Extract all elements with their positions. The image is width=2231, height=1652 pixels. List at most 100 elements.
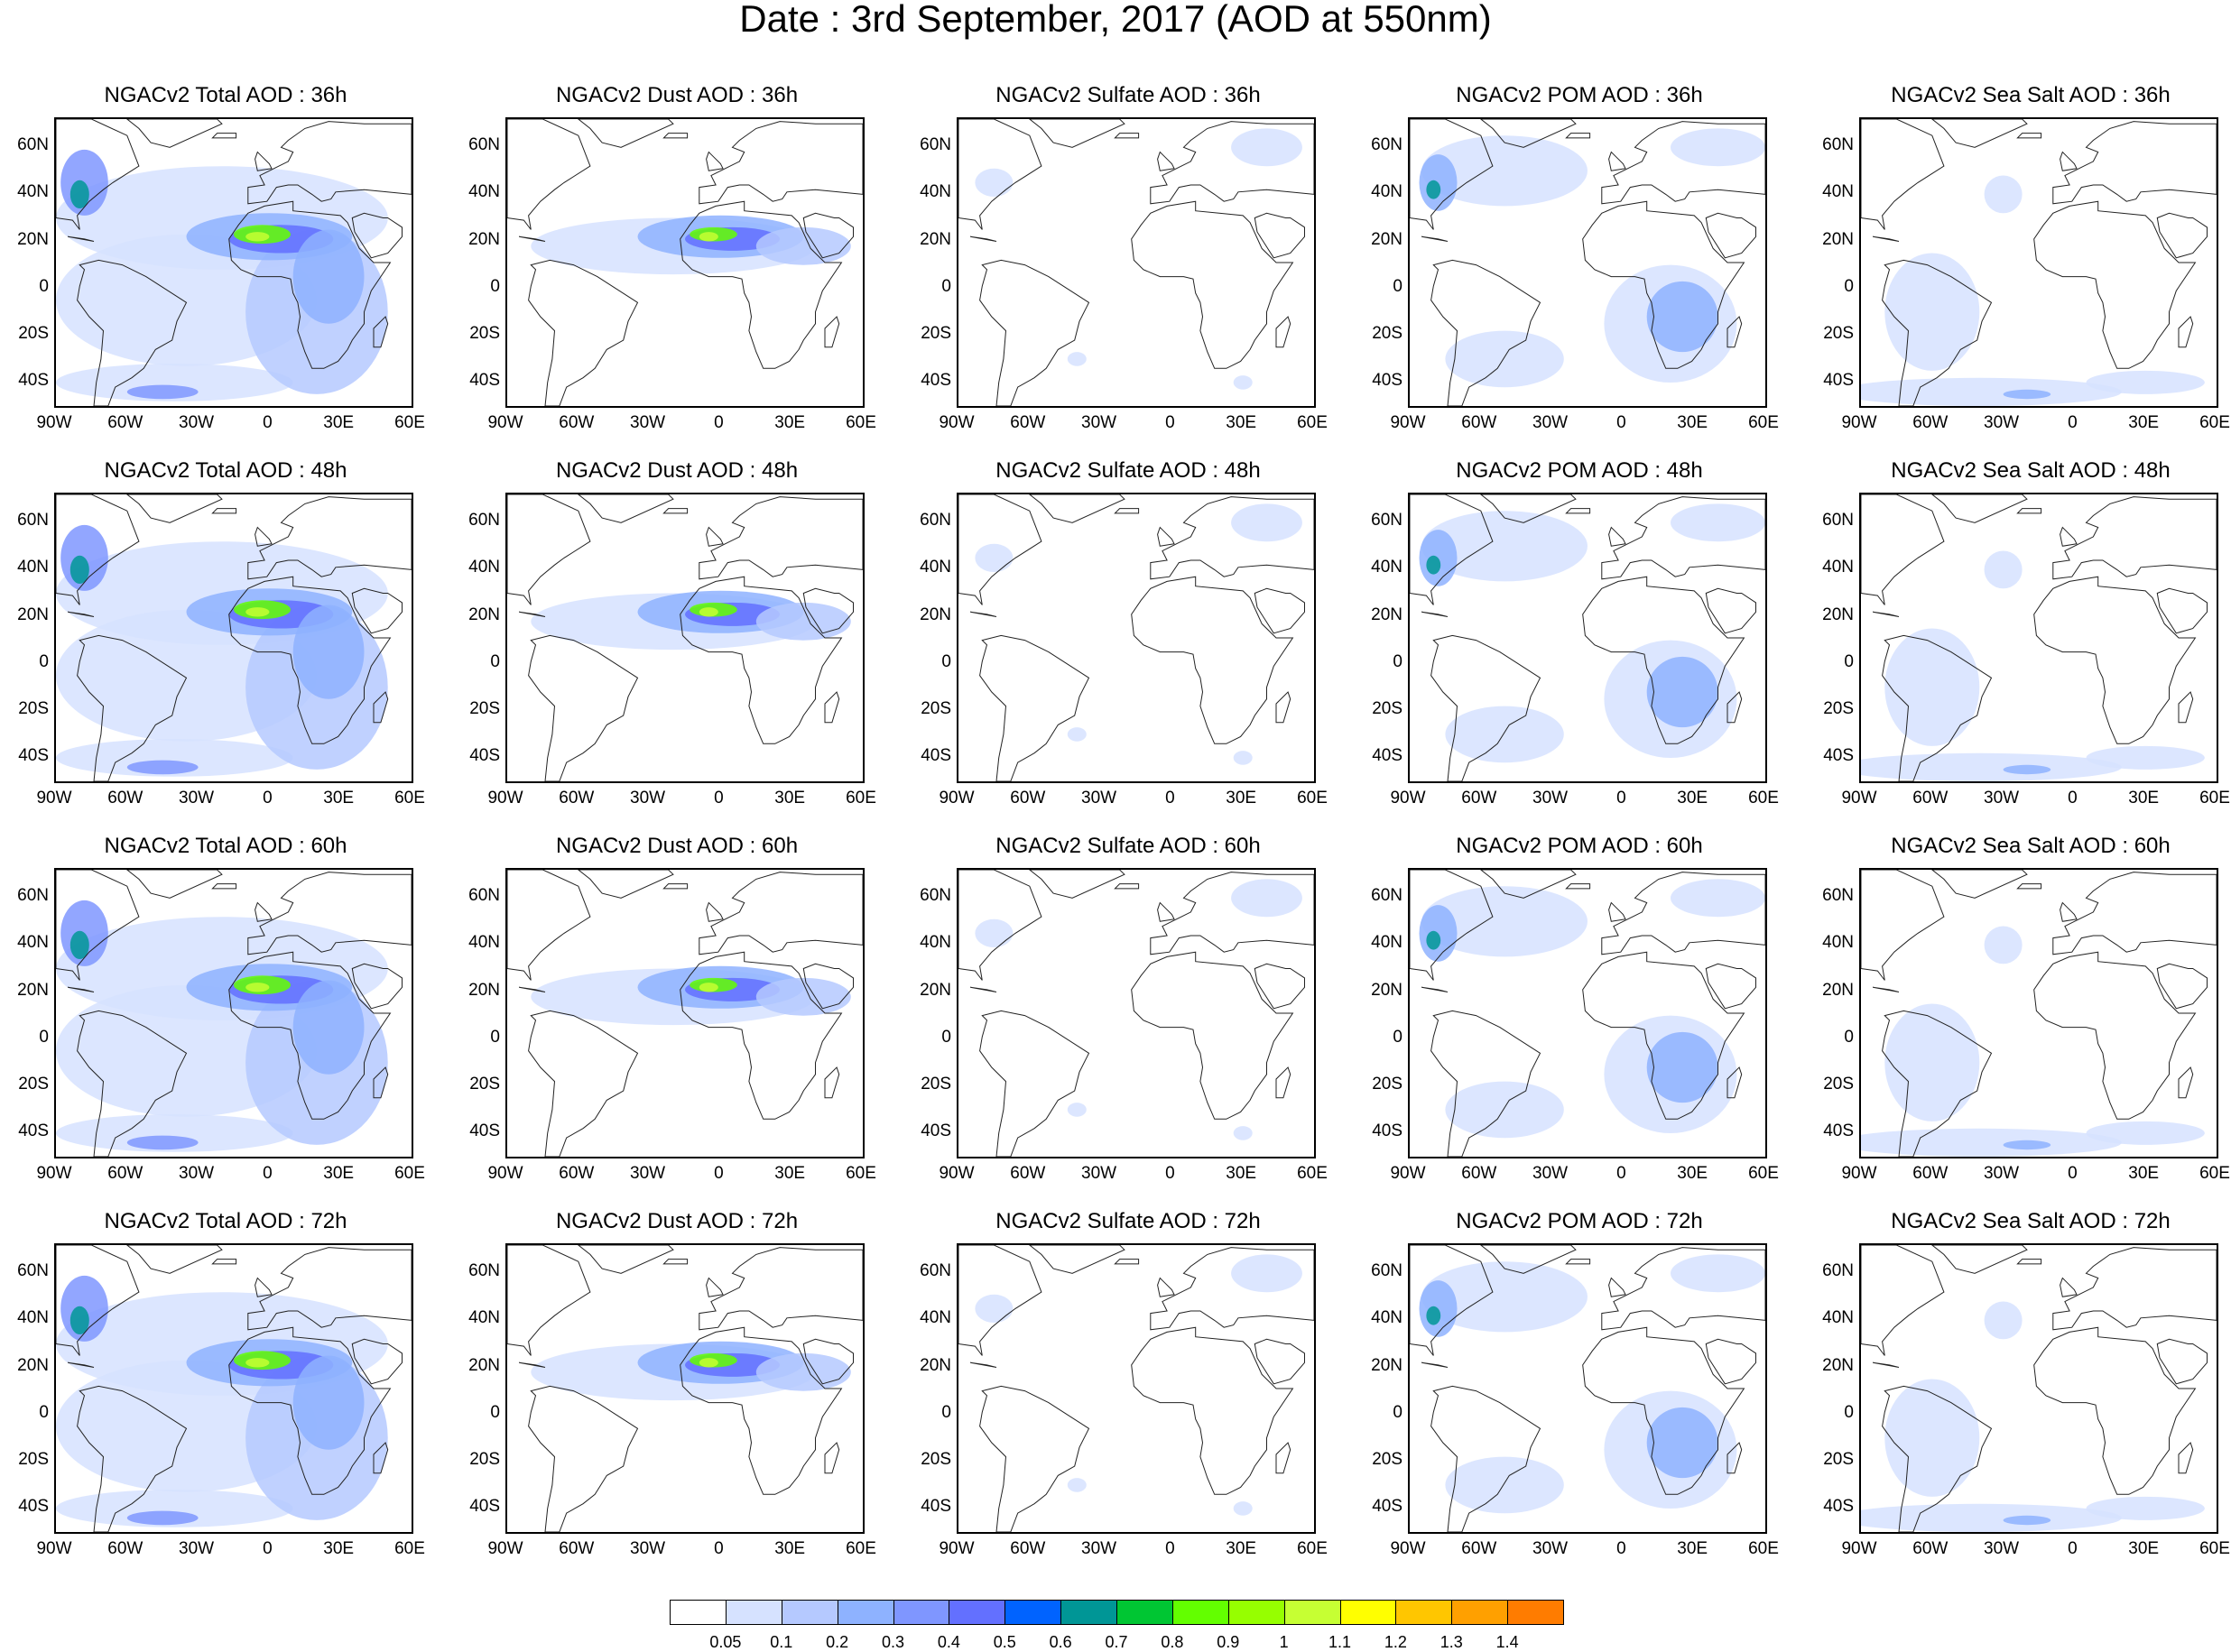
coastline <box>1608 901 1626 922</box>
lon-tick-label: 90W <box>487 413 523 432</box>
aod-shading <box>1861 377 2122 406</box>
coastline <box>2052 1247 2217 1331</box>
coastline <box>247 1247 412 1331</box>
coastline <box>373 1442 389 1474</box>
aod-shading <box>1426 180 1441 199</box>
lon-tick-label: 60E <box>1297 1164 1328 1183</box>
lon-tick-label: 90W <box>36 789 72 808</box>
aod-shading <box>755 977 851 1016</box>
lon-tick-label: 30W <box>1532 1164 1569 1183</box>
coastline <box>680 1326 843 1495</box>
lat-tick-label: 20S <box>1372 1074 1402 1094</box>
lat-tick-label: 40N <box>468 182 500 202</box>
aod-shading <box>1233 1126 1253 1140</box>
aod-shading <box>1646 1031 1718 1103</box>
coastline <box>662 1259 689 1265</box>
aod-shading <box>69 180 89 208</box>
lon-tick-label: 90W <box>1390 789 1426 808</box>
lon-tick-label: 0 <box>263 1539 273 1558</box>
lon-tick-label: 90W <box>487 1164 523 1183</box>
lon-tick-label: 30E <box>1677 413 1708 432</box>
aod-shading <box>1984 175 2023 214</box>
aod-shading <box>245 983 270 992</box>
lat-tick-label: 0 <box>941 1402 951 1422</box>
coastline <box>1028 1245 1125 1274</box>
lat-tick-label: 0 <box>39 1402 49 1422</box>
lon-tick-label: 30W <box>630 413 666 432</box>
panel-title: NGACv2 Sulfate AOD : 72h <box>995 1209 1261 1233</box>
map-plot <box>1859 868 2218 1158</box>
coastline <box>507 119 591 230</box>
coastline <box>2016 1259 2042 1265</box>
lat-tick-label: 0 <box>1393 651 1402 671</box>
lat-tick-label: 60N <box>920 1261 951 1281</box>
aod-shading <box>1231 128 1302 167</box>
map-panel: NGACv2 Total AOD : 60h 60N 40N 20N 0 20S 40S 90… <box>0 834 451 1213</box>
coastline <box>125 1245 223 1274</box>
lon-tick-label: 90W <box>1390 413 1426 432</box>
panel-title: NGACv2 Dust AOD : 36h <box>555 83 799 107</box>
panel-title: NGACv2 POM AOD : 36h <box>1456 83 1703 107</box>
lon-tick-label: 0 <box>714 1164 724 1183</box>
panel-title: NGACv2 POM AOD : 48h <box>1456 458 1703 483</box>
map-plot <box>1408 493 1767 783</box>
coastline <box>2156 212 2208 259</box>
map-plot <box>54 493 413 783</box>
aod-shading <box>699 607 718 617</box>
coastline <box>2016 883 2042 890</box>
coastline <box>1114 508 1140 514</box>
coastline <box>979 1385 1090 1532</box>
lon-tick-label: 90W <box>939 789 975 808</box>
coastline <box>1410 494 1494 605</box>
aod-shading <box>1671 128 1765 167</box>
coastline <box>247 496 412 580</box>
lat-tick-label: 0 <box>1844 1027 1854 1047</box>
colorbar-tick-label: 0.4 <box>937 1633 960 1651</box>
lat-tick-label: 0 <box>1844 1402 1854 1422</box>
lon-tick-label: 90W <box>36 413 72 432</box>
lat-tick-label: 40S <box>469 1496 500 1516</box>
colorbar-cell <box>949 1600 1006 1625</box>
lat-tick-label: 20S <box>469 1449 500 1469</box>
lon-tick-label: 30W <box>1081 413 1117 432</box>
lon-tick-label: 30W <box>1081 1164 1117 1183</box>
coastline <box>1479 870 1577 899</box>
lon-tick-label: 0 <box>714 413 724 432</box>
lat-tick-label: 60N <box>17 1261 49 1281</box>
panel-title: NGACv2 Total AOD : 60h <box>104 834 347 858</box>
coastline <box>2156 587 2208 634</box>
colorbar-tick-label: 0.6 <box>1049 1633 1072 1651</box>
coastline <box>1726 1442 1743 1474</box>
lat-tick-label: 40S <box>921 1496 951 1516</box>
coastline <box>1131 200 1294 369</box>
map-panel: NGACv2 Dust AOD : 36h 60N 40N 20N 0 20S 40S 90W… <box>451 83 903 462</box>
lon-tick-label: 90W <box>939 1539 975 1558</box>
lat-tick-label: 20N <box>468 605 500 624</box>
aod-shading <box>56 364 293 401</box>
aod-shading <box>2003 764 2051 775</box>
lat-tick-label: 60N <box>468 511 500 531</box>
coastline <box>351 1338 403 1385</box>
coastline <box>1882 634 1993 781</box>
coastline <box>1861 870 1945 981</box>
coastline <box>2016 508 2042 514</box>
coastline <box>519 611 546 617</box>
lat-tick-label: 20N <box>920 1355 951 1375</box>
coastline <box>351 587 403 634</box>
coastline <box>211 133 237 139</box>
lon-tick-label: 30W <box>179 789 215 808</box>
colorbar-tick-label: 0.7 <box>1105 1633 1128 1651</box>
map-panel: NGACv2 POM AOD : 48h 60N 40N 20N 0 20S 40S 90W 6… <box>1354 458 1805 837</box>
map-plot <box>1408 117 1767 408</box>
map-panel: NGACv2 POM AOD : 36h 60N 40N 20N 0 20S 40S 90W 6… <box>1354 83 1805 462</box>
map-plot <box>957 117 1316 408</box>
coastline <box>1275 1066 1291 1099</box>
lon-tick-label: 60W <box>107 413 143 432</box>
lon-tick-label: 30W <box>630 789 666 808</box>
lat-tick-label: 60N <box>468 886 500 906</box>
lat-tick-label: 40N <box>17 933 49 953</box>
lat-tick-label: 20S <box>1372 323 1402 343</box>
aod-shading <box>1445 1456 1564 1514</box>
coastline <box>1275 316 1291 348</box>
coastline <box>1410 119 1494 230</box>
